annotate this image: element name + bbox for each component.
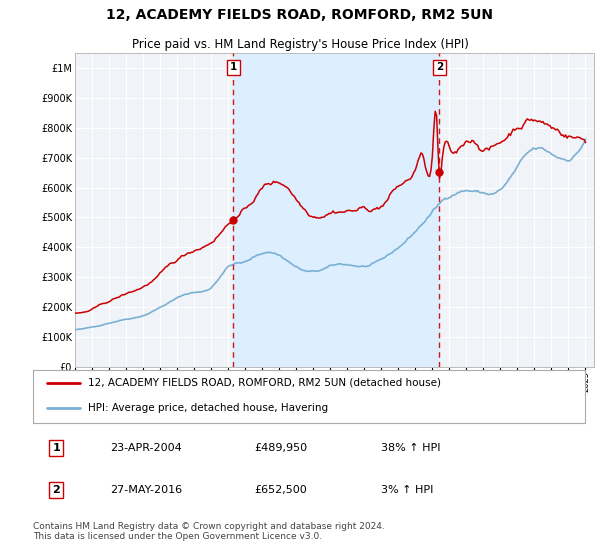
- Text: £489,950: £489,950: [254, 443, 307, 453]
- Text: 1: 1: [230, 62, 237, 72]
- Text: 23-APR-2004: 23-APR-2004: [110, 443, 182, 453]
- Text: Price paid vs. HM Land Registry's House Price Index (HPI): Price paid vs. HM Land Registry's House …: [131, 38, 469, 51]
- Text: Contains HM Land Registry data © Crown copyright and database right 2024.
This d: Contains HM Land Registry data © Crown c…: [33, 522, 385, 541]
- Text: 2: 2: [436, 62, 443, 72]
- Text: 12, ACADEMY FIELDS ROAD, ROMFORD, RM2 5UN (detached house): 12, ACADEMY FIELDS ROAD, ROMFORD, RM2 5U…: [88, 378, 441, 388]
- Text: £652,500: £652,500: [254, 486, 307, 495]
- Text: 3% ↑ HPI: 3% ↑ HPI: [381, 486, 433, 495]
- Text: 27-MAY-2016: 27-MAY-2016: [110, 486, 182, 495]
- Text: HPI: Average price, detached house, Havering: HPI: Average price, detached house, Have…: [88, 403, 328, 413]
- Text: 2: 2: [52, 486, 60, 495]
- Bar: [233, 53, 439, 367]
- Text: 1: 1: [52, 443, 60, 453]
- Text: 12, ACADEMY FIELDS ROAD, ROMFORD, RM2 5UN: 12, ACADEMY FIELDS ROAD, ROMFORD, RM2 5U…: [107, 8, 493, 22]
- Text: 38% ↑ HPI: 38% ↑ HPI: [381, 443, 440, 453]
